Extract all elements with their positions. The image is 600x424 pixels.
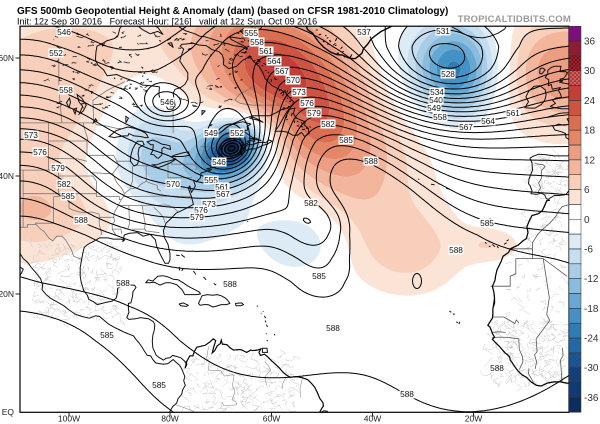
svg-text:585: 585 bbox=[480, 218, 494, 228]
svg-text:588: 588 bbox=[326, 323, 340, 333]
svg-text:60N: 60N bbox=[0, 53, 14, 63]
svg-text:40N: 40N bbox=[0, 171, 14, 181]
svg-text:558: 558 bbox=[59, 85, 73, 95]
svg-text:540: 540 bbox=[429, 95, 443, 105]
svg-text:564: 564 bbox=[267, 56, 281, 66]
svg-text:573: 573 bbox=[292, 87, 306, 97]
svg-text:579: 579 bbox=[51, 163, 65, 173]
svg-text:561: 561 bbox=[215, 182, 229, 192]
svg-text:588: 588 bbox=[490, 363, 504, 373]
svg-text:EQ: EQ bbox=[2, 407, 15, 417]
svg-text:0: 0 bbox=[584, 215, 590, 226]
svg-text:585: 585 bbox=[152, 380, 166, 390]
svg-text:546: 546 bbox=[212, 157, 226, 167]
svg-text:573: 573 bbox=[202, 199, 216, 209]
svg-text:561: 561 bbox=[259, 46, 273, 56]
svg-text:567: 567 bbox=[459, 122, 473, 132]
svg-text:-36: -36 bbox=[584, 393, 599, 404]
svg-text:561: 561 bbox=[506, 108, 520, 118]
svg-text:549: 549 bbox=[427, 103, 441, 113]
svg-text:552: 552 bbox=[230, 128, 244, 138]
svg-text:573: 573 bbox=[24, 130, 38, 140]
svg-text:588: 588 bbox=[364, 156, 378, 166]
svg-text:567: 567 bbox=[275, 66, 289, 76]
svg-text:552: 552 bbox=[49, 48, 63, 58]
svg-text:555: 555 bbox=[244, 28, 258, 38]
svg-text:588: 588 bbox=[400, 389, 414, 399]
svg-text:30: 30 bbox=[584, 66, 596, 77]
svg-text:12: 12 bbox=[584, 155, 596, 166]
svg-text:-6: -6 bbox=[584, 245, 593, 256]
svg-text:20N: 20N bbox=[0, 289, 14, 299]
svg-text:588: 588 bbox=[449, 245, 463, 255]
svg-text:18: 18 bbox=[584, 126, 596, 137]
svg-text:576: 576 bbox=[300, 98, 314, 108]
svg-text:570: 570 bbox=[286, 75, 300, 85]
svg-text:555: 555 bbox=[204, 175, 218, 185]
svg-text:585: 585 bbox=[312, 271, 326, 281]
svg-text:579: 579 bbox=[307, 108, 321, 118]
svg-text:558: 558 bbox=[433, 112, 447, 122]
svg-text:546: 546 bbox=[57, 27, 71, 37]
svg-text:40W: 40W bbox=[364, 414, 381, 424]
svg-text:531: 531 bbox=[436, 26, 450, 36]
svg-text:567: 567 bbox=[216, 189, 230, 199]
svg-text:-12: -12 bbox=[584, 274, 599, 285]
svg-text:6: 6 bbox=[584, 185, 590, 196]
svg-text:36: 36 bbox=[584, 37, 596, 48]
svg-text:-24: -24 bbox=[584, 334, 599, 345]
svg-text:528: 528 bbox=[441, 69, 455, 79]
svg-text:-30: -30 bbox=[584, 363, 599, 374]
svg-text:588: 588 bbox=[223, 279, 237, 289]
svg-text:80W: 80W bbox=[161, 414, 178, 424]
svg-text:582: 582 bbox=[321, 119, 335, 129]
svg-text:GFS 500mb Geopotential Height: GFS 500mb Geopotential Height & Anomaly … bbox=[17, 6, 448, 17]
svg-text:582: 582 bbox=[304, 198, 318, 208]
svg-text:Init: 12z Sep 30 2016 Foreca: Init: 12z Sep 30 2016 Forecast Hour: [21… bbox=[17, 17, 317, 27]
svg-text:100W: 100W bbox=[58, 414, 80, 424]
svg-text:558: 558 bbox=[250, 37, 264, 47]
svg-text:20W: 20W bbox=[465, 414, 482, 424]
svg-text:579: 579 bbox=[190, 212, 204, 222]
svg-text:546: 546 bbox=[160, 97, 174, 107]
svg-text:TROPICALTIDBITS.COM: TROPICALTIDBITS.COM bbox=[458, 14, 571, 25]
svg-text:60W: 60W bbox=[263, 414, 280, 424]
svg-text:534: 534 bbox=[430, 87, 444, 97]
svg-text:570: 570 bbox=[166, 179, 180, 189]
svg-text:585: 585 bbox=[339, 135, 353, 145]
svg-text:585: 585 bbox=[61, 191, 75, 201]
svg-text:582: 582 bbox=[57, 179, 71, 189]
svg-text:549: 549 bbox=[204, 128, 218, 138]
svg-text:24: 24 bbox=[584, 96, 596, 107]
svg-text:-18: -18 bbox=[584, 304, 599, 315]
svg-text:564: 564 bbox=[481, 116, 495, 126]
svg-text:576: 576 bbox=[33, 147, 47, 157]
svg-text:585: 585 bbox=[100, 330, 114, 340]
svg-text:537: 537 bbox=[357, 27, 371, 37]
svg-text:588: 588 bbox=[116, 278, 130, 288]
svg-text:588: 588 bbox=[74, 215, 88, 225]
svg-text:576: 576 bbox=[194, 205, 208, 215]
